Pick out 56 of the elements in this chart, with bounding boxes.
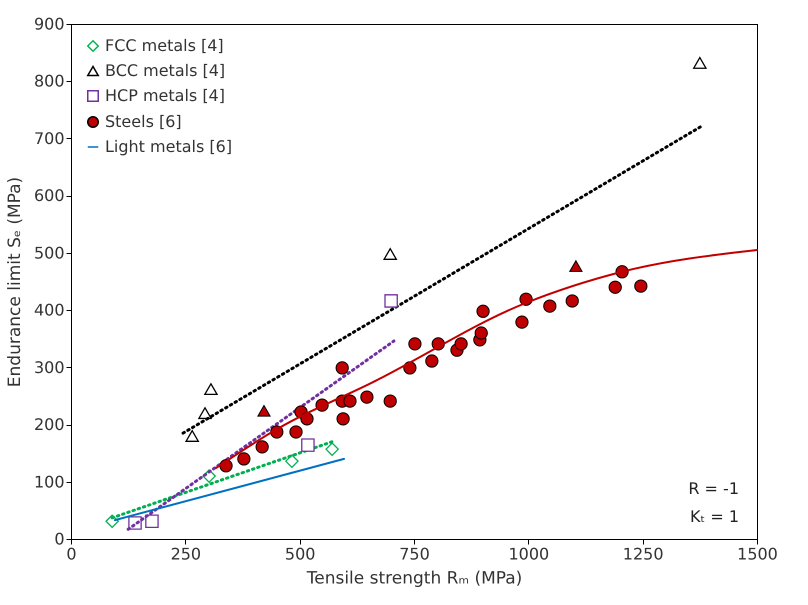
point [198, 407, 212, 420]
point [343, 394, 357, 408]
y-tick-label: 300 [34, 358, 64, 377]
point [515, 316, 529, 329]
y-tick-label: 800 [34, 72, 64, 91]
legend-label: FCC metals [4] [105, 36, 224, 55]
point [693, 56, 707, 69]
x-tick-label: 0 [66, 544, 77, 564]
point [543, 299, 556, 313]
y-tick-label: 100 [34, 472, 64, 492]
annotation: R = -1 [688, 479, 739, 498]
point [384, 294, 398, 308]
legend-label: Steels [6] [105, 112, 182, 131]
y-tick-label: 200 [34, 415, 64, 434]
point [634, 279, 648, 293]
point [325, 442, 339, 456]
point [608, 280, 622, 294]
point [476, 304, 490, 318]
y-tick-label: 400 [34, 300, 64, 320]
point [285, 454, 299, 468]
point [185, 430, 199, 442]
x-tick-label: 500 [284, 544, 316, 564]
point [425, 354, 438, 368]
point [145, 514, 159, 528]
point [256, 440, 269, 454]
x-axis-title: Tensile strength Rₘ (MPa) [306, 568, 522, 588]
legend-label: HCP metals [4] [105, 86, 225, 105]
point [569, 260, 583, 272]
point [454, 337, 468, 350]
point [383, 248, 397, 260]
x-tick-label: 1000 [508, 544, 550, 564]
y-tick-label: 0 [54, 530, 64, 548]
point [384, 394, 397, 408]
y-tick-label: 900 [34, 14, 64, 34]
y-tick-label: 700 [34, 128, 64, 148]
point [408, 337, 422, 350]
point [257, 405, 271, 417]
point [237, 452, 250, 466]
y-axis-title: Endurance limit Sₑ (MPa) [4, 176, 25, 388]
x-tick-label: 1250 [622, 544, 664, 564]
y-tick-label: 600 [34, 186, 64, 206]
point [289, 425, 303, 439]
x-tick-label: 250 [170, 544, 202, 564]
y-tick-label: 500 [34, 243, 64, 262]
point [336, 412, 350, 426]
x-tick-label: 750 [399, 544, 430, 564]
point [301, 438, 315, 452]
legend-label: BCC metals [4] [105, 61, 226, 80]
point [360, 390, 374, 404]
point [336, 361, 349, 375]
point [204, 383, 218, 396]
x-tick-label: 1500 [737, 544, 778, 564]
point [566, 294, 579, 308]
legend-label: Light metals [6] [105, 137, 232, 156]
point [474, 326, 488, 340]
annotation: Kₜ = 1 [690, 507, 739, 526]
